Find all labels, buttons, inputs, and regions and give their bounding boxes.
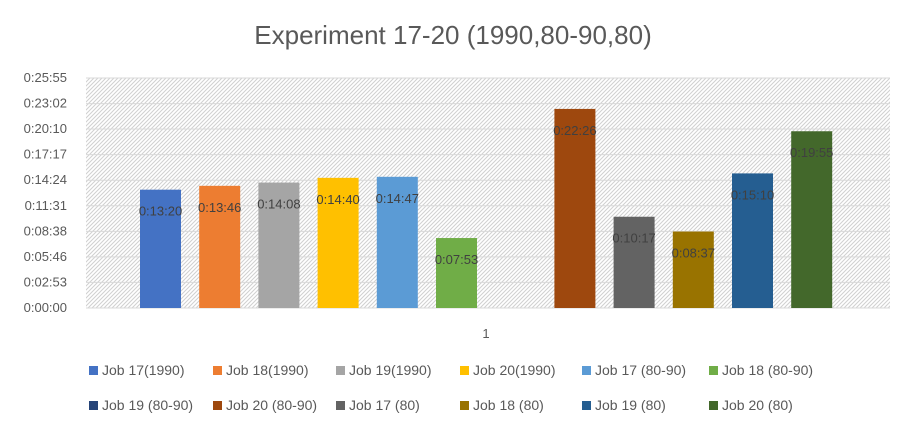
legend-swatch <box>709 401 718 410</box>
legend-label: Job 20 (80-90) <box>226 397 317 413</box>
data-label: 0:13:20 <box>139 204 182 219</box>
legend-label: Job 20(1990) <box>473 362 556 378</box>
data-label: 0:10:17 <box>612 231 655 246</box>
data-label: 0:14:08 <box>257 197 300 212</box>
legend-label: Job 19(1990) <box>349 362 432 378</box>
bar <box>554 108 596 309</box>
bar <box>613 216 655 308</box>
legend-swatch <box>89 366 98 375</box>
legend-label: Job 19 (80) <box>595 397 666 413</box>
legend-label: Job 17(1990) <box>102 362 185 378</box>
bar <box>376 176 418 308</box>
y-tick-label: 0:20:10 <box>24 121 67 136</box>
bar <box>140 189 181 308</box>
y-tick-label: 0:00:00 <box>24 300 67 315</box>
bar <box>258 182 300 308</box>
legend-swatch <box>213 366 222 375</box>
y-tick-label: 0:08:38 <box>24 223 67 238</box>
y-tick-label: 0:05:46 <box>24 249 67 264</box>
bar <box>791 131 833 308</box>
y-axis-tick-labels: 0:00:00 0:02:53 0:05:46 0:08:38 0:11:31 0:14:… <box>24 70 67 315</box>
bar <box>317 177 359 308</box>
y-tick-label: 0:14:24 <box>24 172 67 187</box>
legend-label: Job 17 (80) <box>349 397 420 413</box>
bar <box>732 173 773 308</box>
x-tick-label: 1 <box>482 326 489 341</box>
legend-label: Job 19 (80-90) <box>102 397 193 413</box>
y-tick-label: 0:25:55 <box>24 70 67 85</box>
data-labels: 0:13:20 0:13:46 0:14:08 0:14:40 0:14:47 0:07:… <box>139 123 834 267</box>
legend-item: Job 20 (80-90) <box>213 397 317 413</box>
legend-item: Job 18(1990) <box>213 362 309 378</box>
legend-item: Job 17 (80-90) <box>582 362 686 378</box>
y-tick-label: 0:02:53 <box>24 274 67 289</box>
legend-swatch <box>460 401 469 410</box>
legend-item: Job 20 (80) <box>709 397 793 413</box>
bar <box>672 231 714 308</box>
data-label: 0:15:10 <box>731 187 774 202</box>
bars <box>140 108 833 309</box>
legend-item: Job 19(1990) <box>336 362 432 378</box>
legend-swatch <box>582 366 591 375</box>
legend-swatch <box>89 401 98 410</box>
legend-label: Job 20 (80) <box>722 397 793 413</box>
legend-swatch <box>460 366 469 375</box>
legend-item: Job 19 (80-90) <box>89 397 193 413</box>
data-label: 0:13:46 <box>198 200 241 215</box>
legend-label: Job 18 (80) <box>473 397 544 413</box>
data-label: 0:07:53 <box>435 252 478 267</box>
legend-item: Job 17(1990) <box>89 362 185 378</box>
data-label: 0:14:47 <box>376 191 419 206</box>
legend-label: Job 18(1990) <box>226 362 309 378</box>
legend-label: Job 17 (80-90) <box>595 362 686 378</box>
legend-label: Job 18 (80-90) <box>722 362 813 378</box>
y-tick-label: 0:11:31 <box>25 198 67 213</box>
data-label: 0:08:37 <box>672 246 715 261</box>
y-tick-label: 0:17:17 <box>24 147 67 162</box>
legend-swatch <box>336 366 345 375</box>
chart-title: Experiment 17-20 (1990,80-90,80) <box>254 20 651 50</box>
legend: Job 17(1990) Job 18(1990) Job 19(1990) Job … <box>89 362 813 413</box>
legend-item: Job 18 (80) <box>460 397 544 413</box>
legend-item: Job 17 (80) <box>336 397 420 413</box>
data-label: 0:22:26 <box>553 123 596 138</box>
legend-swatch <box>709 366 718 375</box>
legend-item: Job 18 (80-90) <box>709 362 813 378</box>
bar <box>436 238 477 308</box>
legend-item: Job 19 (80) <box>582 397 666 413</box>
legend-swatch <box>213 401 222 410</box>
legend-swatch <box>336 401 345 410</box>
y-tick-label: 0:23:02 <box>24 96 67 111</box>
legend-item: Job 20(1990) <box>460 362 556 378</box>
bar <box>199 185 241 308</box>
legend-swatch <box>582 401 591 410</box>
data-label: 0:14:40 <box>316 192 359 207</box>
data-label: 0:19:55 <box>790 145 833 160</box>
